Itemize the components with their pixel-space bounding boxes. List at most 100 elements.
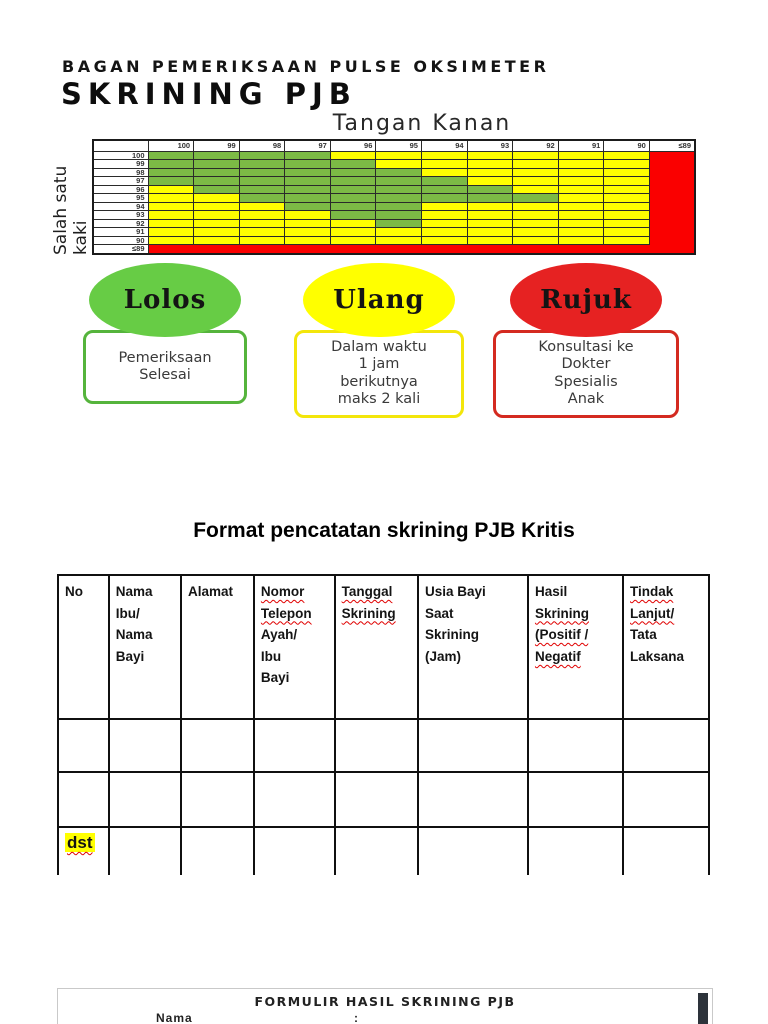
header-word: Skrining [341, 605, 396, 621]
record-empty-cell [416, 718, 529, 773]
grid-row-label: 96 [92, 184, 149, 195]
oximeter-cell-rujuk [648, 167, 696, 178]
oximeter-cell-lolos [329, 193, 377, 203]
header-word: Tata [630, 627, 657, 643]
header-word: Telepon [260, 605, 312, 621]
oximeter-cell-rujuk [147, 244, 195, 255]
record-empty-cell [252, 826, 336, 875]
oximeter-cell-ulang [557, 150, 605, 161]
oximeter-cell-rujuk [375, 244, 422, 255]
oximeter-cell-ulang [420, 150, 468, 161]
record-empty-cell [107, 826, 183, 875]
grid-corner-cell [92, 139, 149, 152]
oximeter-cell-ulang [238, 227, 286, 237]
oximeter-cell-ulang [193, 227, 240, 237]
oximeter-cell-ulang [329, 150, 377, 161]
record-header-cell: Usia Bayi Saat Skrining (Jam) [416, 574, 529, 720]
oximeter-cell-ulang [284, 227, 331, 237]
oximeter-cell-ulang [603, 201, 650, 212]
oximeter-cell-ulang [603, 159, 650, 169]
header-word: Usia Bayi [424, 584, 486, 599]
oximeter-cell-rujuk [466, 244, 514, 255]
record-table-wrap: No Nama Ibu/Nama Bayi Alamat Nomor Telepon Ayah… [57, 574, 713, 875]
header-word: Laksana [630, 648, 685, 664]
record-header-cell: Alamat [180, 574, 255, 720]
record-empty-cell [526, 771, 625, 828]
oximeter-cell-ulang [147, 201, 195, 212]
oximeter-cell-rujuk [512, 244, 559, 255]
oximeter-cell-ulang [284, 210, 331, 220]
oximeter-cell-rujuk [648, 150, 696, 161]
oximeter-cell-rujuk [420, 244, 468, 255]
grid-col-label: 97 [284, 139, 331, 152]
name-field-separator: : [354, 1011, 358, 1024]
oximeter-cell-ulang [512, 184, 559, 195]
oximeter-cell-ulang [466, 227, 514, 237]
record-empty-cell [180, 771, 255, 828]
oximeter-cell-ulang [329, 235, 377, 246]
record-empty-cell [333, 718, 419, 773]
oximeter-cell-ulang [193, 218, 240, 229]
grid-row-label: 98 [92, 167, 149, 178]
oximeter-cell-rujuk [648, 176, 696, 186]
grid-col-label: 96 [329, 139, 377, 152]
oximeter-cell-ulang [238, 235, 286, 246]
oximeter-cell-ulang [603, 184, 650, 195]
vertical-bar [698, 993, 708, 1024]
grid-row-label: 97 [92, 176, 149, 186]
oximeter-cell-lolos [466, 193, 514, 203]
record-table-title: Format pencatatan skrining PJB Kritis [193, 519, 575, 542]
grid-col-label: 100 [147, 139, 195, 152]
record-header-cell: Hasil Skrining (Positif / Negatif [526, 574, 625, 720]
grid-col-label: 95 [375, 139, 422, 152]
name-field-label: Nama [156, 1011, 193, 1024]
record-empty-cell [622, 771, 710, 828]
oximeter-cell-ulang [420, 167, 468, 178]
oximeter-cell-ulang [603, 176, 650, 186]
oximeter-cell-ulang [329, 227, 377, 237]
oximeter-cell-ulang [193, 210, 240, 220]
header-word: No [65, 584, 83, 599]
oximeter-cell-lolos [193, 176, 240, 186]
oximeter-cell-lolos [375, 201, 422, 212]
header-word: Negatif [534, 648, 581, 664]
grid-row-label: 100 [92, 150, 149, 161]
oximeter-cell-ulang [603, 150, 650, 161]
oximeter-cell-ulang [466, 150, 514, 161]
grid-col-label: 99 [193, 139, 240, 152]
oximeter-cell-lolos [284, 150, 331, 161]
record-empty-cell [107, 718, 183, 773]
oximeter-cell-ulang [193, 201, 240, 212]
grid-col-label: 94 [420, 139, 468, 152]
oximeter-cell-lolos [238, 159, 286, 169]
header-word: Tindak [630, 584, 674, 599]
oximeter-cell-ulang [512, 176, 559, 186]
header-word: Nama [115, 627, 153, 643]
oximeter-cell-lolos [147, 159, 195, 169]
oximeter-cell-ulang [284, 218, 331, 229]
oximeter-cell-lolos [284, 159, 331, 169]
oximeter-cell-ulang [466, 235, 514, 246]
oximeter-cell-ulang [147, 210, 195, 220]
oximeter-cell-lolos [420, 193, 468, 203]
oximeter-cell-lolos [420, 184, 468, 195]
record-dst-cell: dst [57, 826, 110, 875]
oximeter-cell-ulang [238, 201, 286, 212]
outcome-lolos: Lolos Pemeriksaan Selesai [69, 263, 261, 404]
oximeter-cell-rujuk [603, 244, 650, 255]
oximeter-cell-ulang [512, 167, 559, 178]
grid-row-label: 91 [92, 227, 149, 237]
oximeter-cell-rujuk [329, 244, 377, 255]
oximeter-cell-rujuk [557, 244, 605, 255]
document-heading-line2: SKRINING PJB [61, 77, 357, 111]
grid-col-label: ≤89 [648, 139, 696, 152]
oximeter-cell-lolos [329, 159, 377, 169]
oximeter-cell-ulang [420, 235, 468, 246]
oximeter-cell-ulang [420, 159, 468, 169]
oximeter-cell-ulang [238, 218, 286, 229]
oximeter-cell-lolos [147, 176, 195, 186]
grid-row-label: 95 [92, 193, 149, 203]
oximeter-cell-lolos [329, 184, 377, 195]
oximeter-cell-ulang [466, 210, 514, 220]
